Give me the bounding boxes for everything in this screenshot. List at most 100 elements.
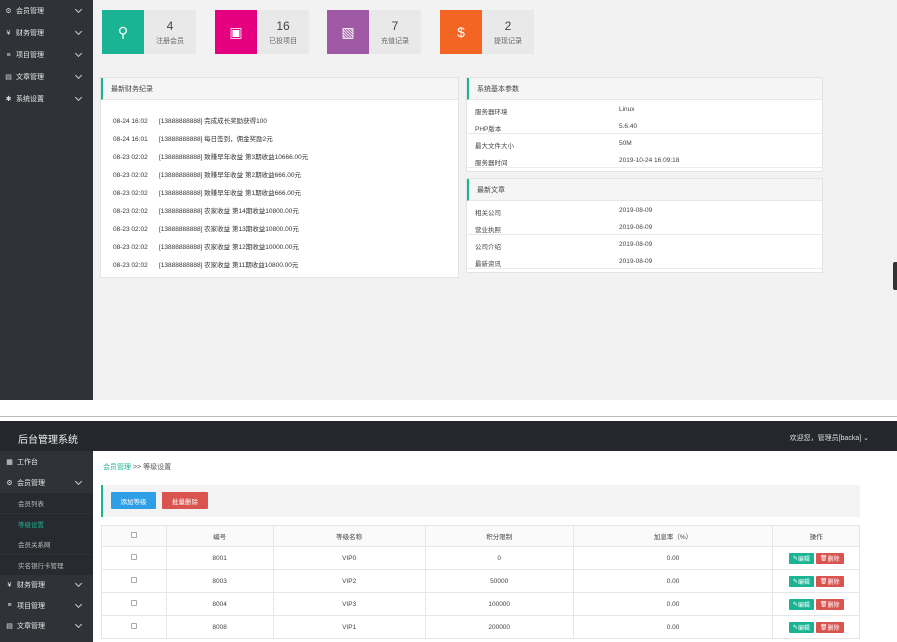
- sidebar-item[interactable]: ≡ 项目管理: [0, 44, 93, 66]
- delete-button[interactable]: 🗑 删除: [815, 575, 844, 587]
- param-value: 5.6.40: [619, 123, 638, 130]
- batch-delete-button[interactable]: 批量删除: [162, 492, 208, 509]
- app-title: 后台管理系统: [18, 435, 78, 446]
- edit-button[interactable]: ✎ 编辑: [788, 598, 814, 610]
- sidebar-item[interactable]: ¥ 财务管理: [0, 22, 93, 44]
- chevron-down-icon: [74, 93, 83, 102]
- table-row: 公司介绍 2019-08-09: [467, 238, 823, 252]
- latest-articles-panel: 最新文章 相关公司 2019-08-09 营业执照 2019-08-09 公司介绍 201…: [466, 178, 823, 273]
- scroll-handle[interactable]: [893, 262, 897, 290]
- sidebar-item-label: 会员管理: [16, 8, 44, 15]
- cell-rate: 0.00: [572, 615, 774, 639]
- record-text: [13888888888] 致赚早年收益 第1期收益666.00元: [159, 190, 301, 197]
- record-time: 08-23 02:02: [113, 226, 148, 233]
- stat-label: 已投项目: [269, 38, 297, 45]
- actions-cell: ✎ 编辑 🗑 删除: [772, 569, 860, 593]
- sidebar-item[interactable]: ⚙ 会员管理: [0, 473, 93, 493]
- breadcrumb-link[interactable]: 会员管理: [103, 464, 131, 471]
- stat-count: 4: [166, 19, 174, 33]
- sidebar-item[interactable]: ▤ 文章管理: [0, 66, 93, 88]
- list-item: 08-23 02:02 [13888888888] 农家收益 第14期收益1080…: [113, 205, 299, 215]
- add-level-button[interactable]: 添加等级: [111, 492, 156, 509]
- record-text: [13888888888] 农家收益 第14期收益10800.00元: [159, 208, 299, 215]
- select-cell: [101, 546, 167, 570]
- cell-id: 8008: [165, 615, 274, 639]
- panel-title: 最新文章: [467, 179, 822, 201]
- sidebar-item[interactable]: ✱ 系统设置: [0, 88, 93, 110]
- record-time: 08-23 02:02: [113, 244, 148, 251]
- sidebar: ▦ 工作台 ⚙ 会员管理 会员列表 等级设置 会员关系网 实名银行卡管理 ¥ 财务管理 ≡ 项目管理 ▤…: [0, 451, 93, 642]
- stat-card[interactable]: ▣ 16 已投项目: [215, 10, 309, 54]
- breadcrumb-separator: >>: [132, 464, 142, 471]
- user-menu[interactable]: 欢迎您，管理员[backa] ⌄: [790, 433, 869, 443]
- edit-label: 编辑: [797, 602, 810, 609]
- table-row: 最大文件大小 50M: [467, 137, 823, 151]
- stat-card[interactable]: $2 提现记录: [440, 10, 534, 54]
- record-text: [13888888888] 农家收益 第13期收益10800.00元: [159, 226, 299, 233]
- delete-button[interactable]: 🗑 删除: [815, 598, 844, 610]
- table-row: 8003 VIP2 50000 0.00 ✎ 编辑 🗑 删除: [101, 569, 860, 593]
- param-key: 服务器时间: [475, 160, 508, 167]
- row-checkbox[interactable]: [130, 623, 137, 629]
- sidebar-subitem[interactable]: 会员列表: [0, 493, 93, 513]
- sidebar-item[interactable]: ▤ 文章管理: [0, 616, 93, 636]
- sidebar-item-label: 系统设置: [16, 96, 44, 103]
- table-row: 服务器时间 2019-10-24 16:09:18: [467, 154, 823, 168]
- sidebar-item[interactable]: ⚙ 会员管理: [0, 0, 93, 22]
- param-value: Linux: [619, 106, 635, 113]
- header-bar: 后台管理系统 欢迎您，管理员[backa] ⌄: [0, 421, 897, 451]
- welcome-text: 欢迎您，管理员[backa]: [789, 435, 862, 442]
- record-time: 08-23 02:02: [113, 172, 148, 179]
- col-rate: 加息率（%）: [572, 525, 774, 547]
- chevron-down-icon: [74, 579, 83, 588]
- moneybag-icon: $: [440, 10, 482, 54]
- sidebar-item[interactable]: ≡ 项目管理: [0, 596, 93, 616]
- cog-icon: ✱: [5, 95, 12, 103]
- table-row: 营业执照 2019-08-09: [467, 221, 823, 235]
- param-value: 2019-08-09: [619, 207, 653, 214]
- param-key: 服务器环境: [475, 109, 508, 116]
- col-actions: 操作: [772, 525, 860, 547]
- actions-cell: ✎ 编辑 🗑 删除: [772, 615, 860, 639]
- row-checkbox[interactable]: [130, 554, 137, 560]
- delete-label: 删除: [827, 602, 840, 609]
- edit-button[interactable]: ✎ 编辑: [788, 575, 814, 587]
- cell-rate: 0.00: [572, 592, 774, 616]
- list-item: 08-24 16:01 [13888888888] 每日签到，佣金奖励2元: [113, 133, 273, 143]
- sidebar-subitem[interactable]: 会员关系网: [0, 534, 93, 554]
- trash-icon: 🗑: [819, 578, 828, 585]
- stat-card[interactable]: ▧ 7 充值记录: [327, 10, 421, 54]
- list-item: 08-23 02:02 [13888888888] 农家收益 第13期收益1080…: [113, 223, 299, 233]
- stat-card[interactable]: ⚲ 4 注册会员: [102, 10, 196, 54]
- edit-button[interactable]: ✎ 编辑: [788, 552, 814, 564]
- sidebar-item[interactable]: ▦ 工作台: [0, 452, 93, 472]
- chevron-down-icon: [74, 27, 83, 36]
- param-key: 相关公司: [475, 210, 501, 217]
- record-time: 08-24 16:02: [113, 118, 148, 125]
- chevron-down-icon: [74, 620, 83, 629]
- edit-label: 编辑: [797, 556, 810, 563]
- delete-button[interactable]: 🗑 删除: [815, 552, 844, 564]
- table-row: 8008 VIP1 200000 0.00 ✎ 编辑 🗑 删除: [101, 615, 860, 639]
- list-icon: ≡: [7, 602, 12, 609]
- sidebar-item[interactable]: ¥ 财务管理: [0, 575, 93, 595]
- sidebar-item-label: 项目管理: [17, 602, 45, 610]
- cell-points: 200000: [424, 615, 574, 639]
- edit-icon: ✎: [792, 624, 798, 631]
- cell-rate: 0.00: [572, 546, 774, 570]
- param-key: 最大文件大小: [475, 143, 514, 150]
- sidebar-subitem[interactable]: 实名银行卡管理: [0, 554, 93, 575]
- cell-id: 8003: [165, 569, 274, 593]
- param-value: 2019-10-24 16:09:18: [619, 157, 680, 164]
- row-checkbox[interactable]: [130, 600, 137, 606]
- divider: [0, 416, 897, 417]
- row-checkbox[interactable]: [130, 577, 137, 583]
- select-all-checkbox[interactable]: [130, 532, 137, 538]
- trash-icon: 🗑: [819, 601, 828, 608]
- sidebar-subitem[interactable]: 等级设置: [0, 513, 93, 534]
- select-cell: [101, 569, 167, 593]
- edit-button[interactable]: ✎ 编辑: [788, 621, 814, 633]
- chevron-down-icon: [74, 600, 83, 608]
- money-icon: ¥: [6, 29, 11, 37]
- delete-button[interactable]: 🗑 删除: [815, 621, 844, 633]
